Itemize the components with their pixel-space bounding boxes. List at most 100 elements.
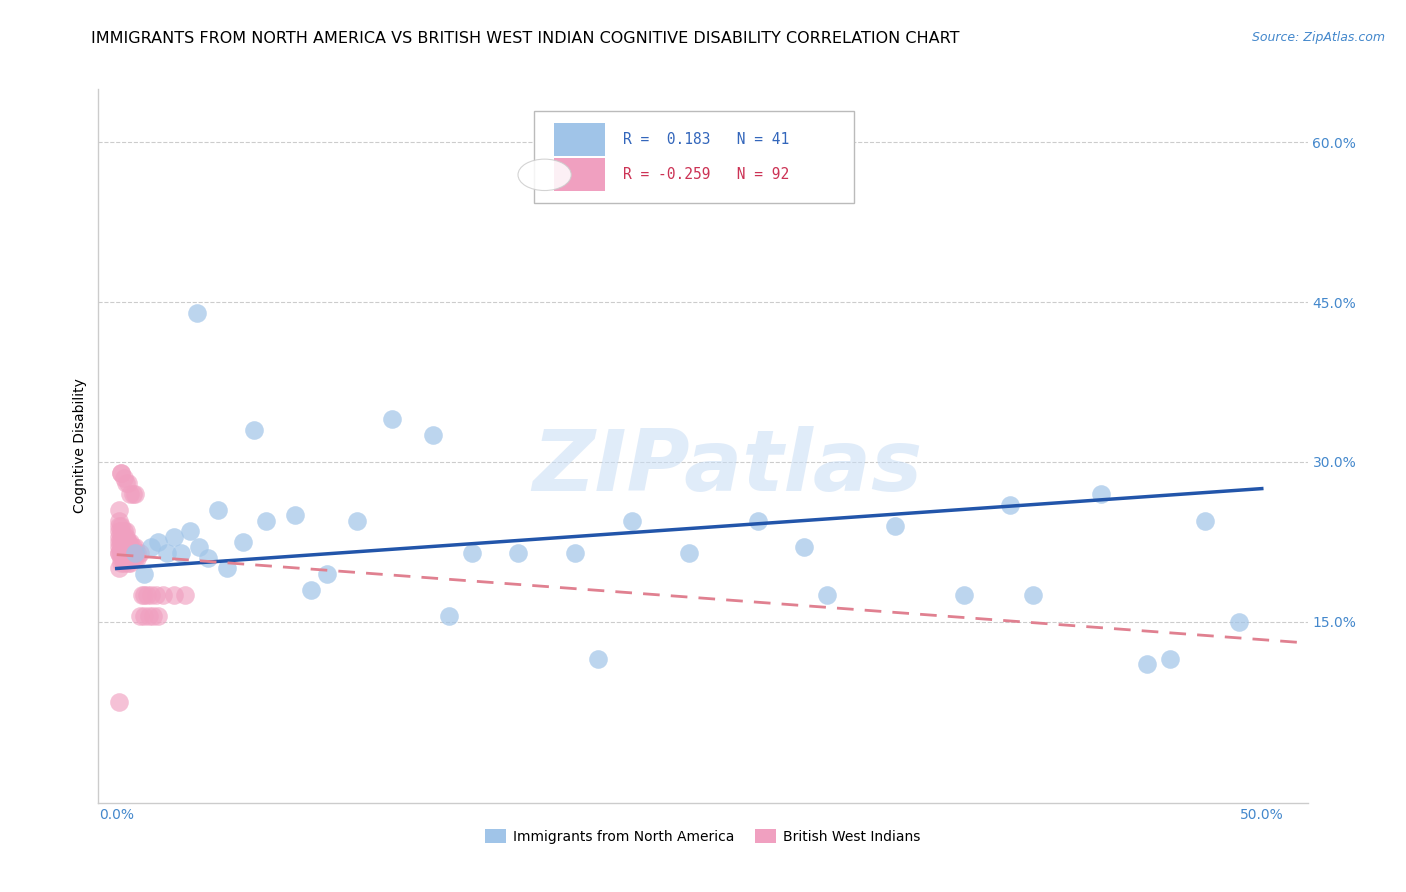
Point	[121, 487, 143, 501]
Point	[1159, 652, 1181, 666]
Point	[110, 519, 132, 533]
Point	[112, 524, 135, 539]
Point	[146, 609, 169, 624]
Point	[815, 588, 838, 602]
Point	[678, 545, 700, 559]
Point	[186, 306, 208, 320]
Point	[131, 588, 153, 602]
Point	[108, 534, 131, 549]
Point	[152, 588, 174, 602]
Point	[134, 588, 156, 602]
Point	[138, 609, 160, 624]
Point	[156, 545, 179, 559]
Point	[124, 487, 146, 501]
Point	[146, 534, 169, 549]
Point	[110, 545, 132, 559]
Point	[108, 529, 131, 543]
Point	[120, 545, 142, 559]
Point	[124, 550, 146, 565]
Point	[120, 534, 142, 549]
Point	[115, 540, 138, 554]
Circle shape	[517, 159, 571, 191]
Point	[121, 550, 143, 565]
Point	[108, 561, 131, 575]
Point	[110, 534, 132, 549]
Point	[316, 566, 339, 581]
Point	[117, 550, 139, 565]
Point	[121, 545, 143, 559]
Point	[284, 508, 307, 523]
Point	[110, 550, 132, 565]
Point	[110, 466, 132, 480]
Point	[124, 540, 146, 554]
Point	[437, 609, 460, 624]
Point	[110, 556, 132, 570]
Point	[120, 540, 142, 554]
Text: Source: ZipAtlas.com: Source: ZipAtlas.com	[1251, 31, 1385, 45]
Point	[793, 540, 815, 554]
Point	[953, 588, 976, 602]
Point	[135, 588, 157, 602]
Point	[108, 514, 131, 528]
Point	[120, 487, 142, 501]
Point	[380, 412, 402, 426]
Point	[120, 545, 142, 559]
Point	[174, 588, 197, 602]
Point	[117, 534, 139, 549]
Point	[115, 545, 138, 559]
Point	[621, 514, 644, 528]
Point	[120, 550, 142, 565]
Point	[112, 534, 135, 549]
Point	[115, 550, 138, 565]
Point	[128, 545, 150, 559]
Point	[998, 498, 1021, 512]
Point	[108, 540, 131, 554]
Point	[128, 609, 150, 624]
Point	[112, 545, 135, 559]
Point	[112, 556, 135, 570]
Point	[121, 540, 143, 554]
FancyBboxPatch shape	[534, 111, 855, 203]
Point	[139, 540, 162, 554]
Point	[134, 566, 156, 581]
Point	[120, 545, 142, 559]
Point	[142, 609, 165, 624]
Point	[112, 545, 135, 559]
Point	[1136, 657, 1159, 672]
Point	[145, 588, 167, 602]
Point	[117, 545, 139, 559]
Point	[117, 534, 139, 549]
Point	[112, 534, 135, 549]
Point	[108, 524, 131, 539]
Point	[115, 476, 138, 491]
Point	[120, 556, 142, 570]
Bar	[554, 159, 605, 191]
Point	[254, 514, 277, 528]
Point	[127, 545, 149, 559]
Point	[108, 519, 131, 533]
Point	[110, 545, 132, 559]
Point	[117, 545, 139, 559]
Point	[115, 545, 138, 559]
Point	[115, 524, 138, 539]
Point	[232, 534, 254, 549]
Point	[299, 582, 322, 597]
Point	[108, 545, 131, 559]
Point	[108, 503, 131, 517]
Point	[124, 545, 146, 559]
Point	[112, 529, 135, 543]
Point	[112, 550, 135, 565]
Point	[115, 529, 138, 543]
Point	[884, 519, 907, 533]
Point	[121, 545, 143, 559]
Text: R = -0.259   N = 92: R = -0.259 N = 92	[623, 168, 789, 182]
Point	[1194, 514, 1216, 528]
Point	[112, 545, 135, 559]
Point	[243, 423, 266, 437]
Point	[197, 550, 219, 565]
Point	[179, 524, 201, 539]
Y-axis label: Cognitive Disability: Cognitive Disability	[73, 378, 87, 514]
Point	[117, 476, 139, 491]
Text: ZIPatlas: ZIPatlas	[531, 425, 922, 509]
Point	[110, 529, 132, 543]
